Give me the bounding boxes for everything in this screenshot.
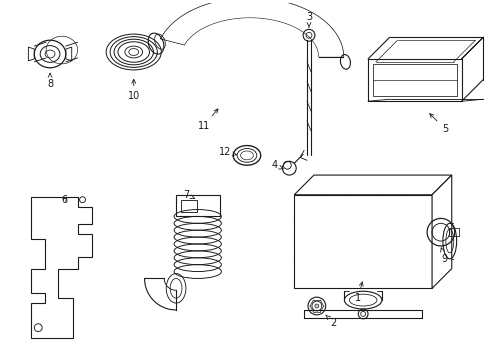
- Text: 1: 1: [354, 282, 363, 303]
- Circle shape: [314, 304, 318, 308]
- Text: 9: 9: [440, 248, 447, 264]
- Text: 4: 4: [271, 160, 283, 170]
- Text: 11: 11: [197, 109, 218, 131]
- Polygon shape: [294, 175, 451, 195]
- Text: 7: 7: [183, 190, 194, 200]
- Text: 6: 6: [61, 195, 68, 205]
- Polygon shape: [161, 0, 343, 57]
- Polygon shape: [431, 175, 451, 288]
- Text: 10: 10: [127, 79, 140, 101]
- Text: 12: 12: [219, 148, 237, 157]
- Bar: [181, 200, 196, 212]
- Text: 8: 8: [47, 73, 53, 90]
- Bar: [372, 64, 456, 96]
- Bar: [448, 228, 458, 236]
- Text: 3: 3: [305, 12, 311, 27]
- Text: 2: 2: [325, 315, 336, 328]
- Text: 5: 5: [429, 114, 447, 134]
- Polygon shape: [176, 195, 220, 216]
- Polygon shape: [31, 197, 92, 338]
- Polygon shape: [294, 195, 431, 288]
